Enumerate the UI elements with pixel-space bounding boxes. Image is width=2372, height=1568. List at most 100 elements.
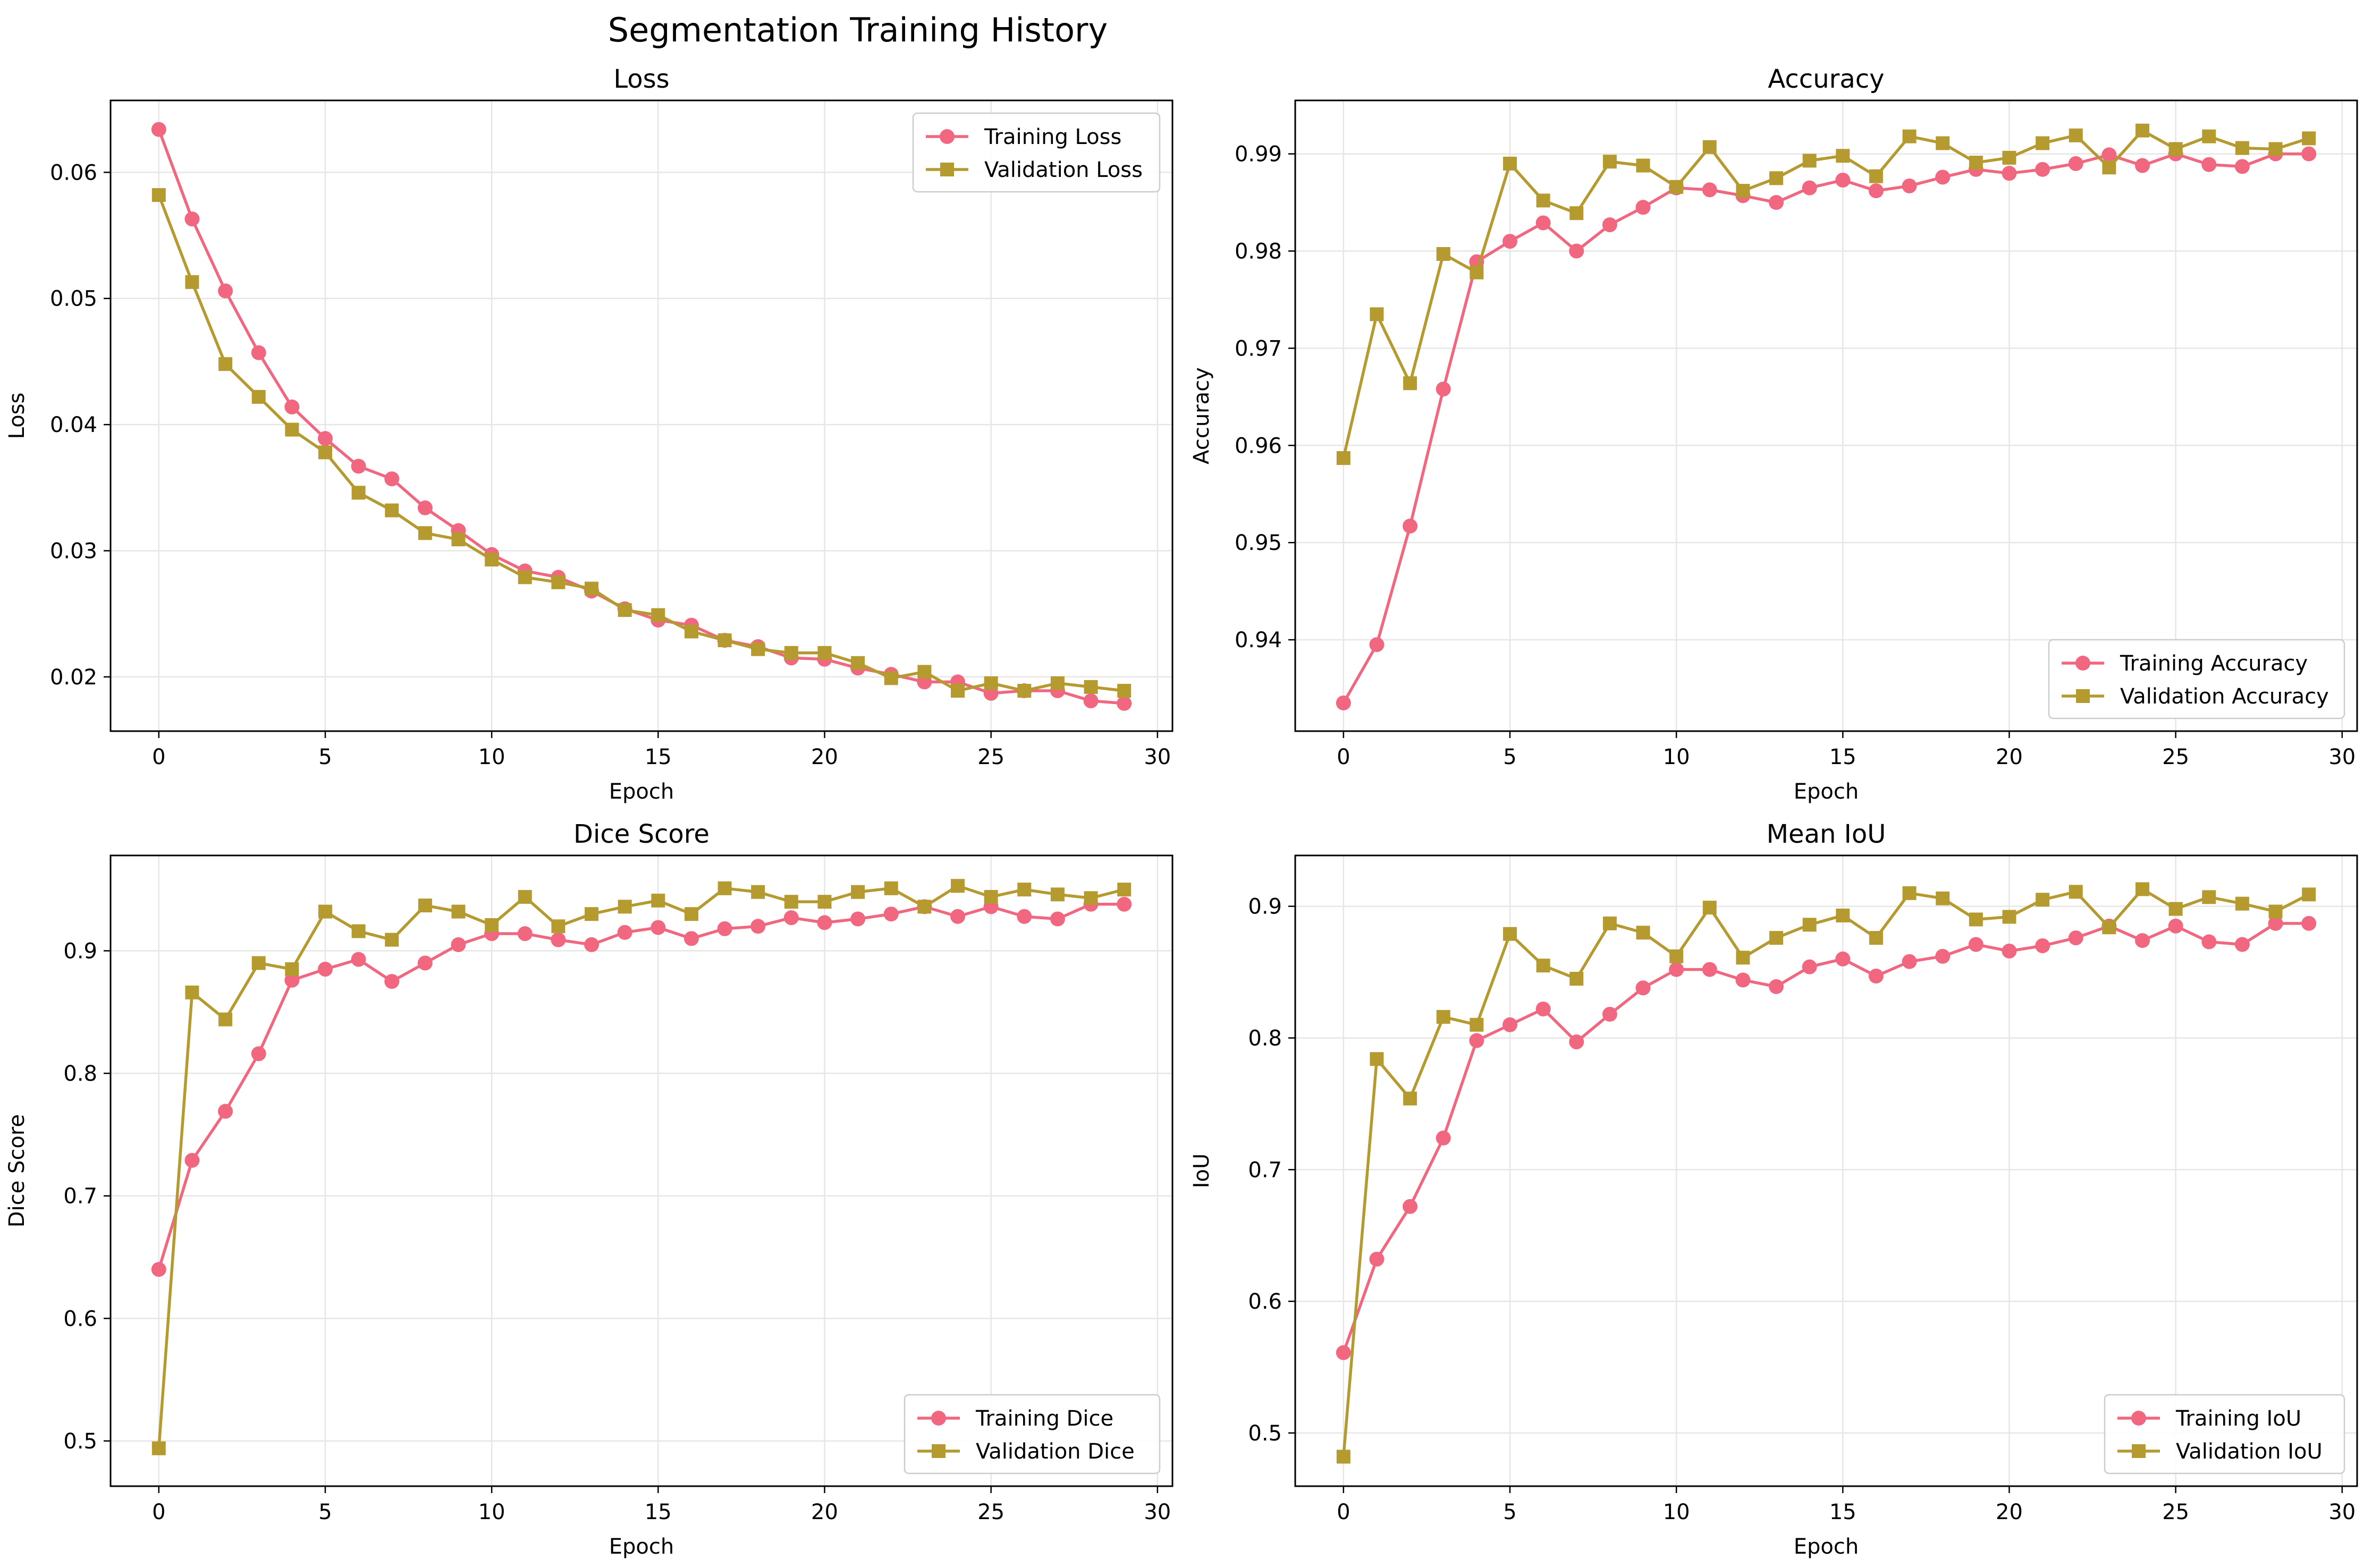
data-point (2068, 930, 2083, 946)
y-tick-label: 0.7 (63, 1184, 97, 1209)
data-point (385, 503, 399, 518)
legend-marker-1 (940, 163, 954, 176)
x-axis-label: Epoch (1794, 1535, 1859, 1559)
y-tick-label: 0.7 (1248, 1158, 1282, 1182)
data-point (185, 985, 199, 999)
data-point (1869, 169, 1883, 183)
data-point (1436, 382, 1451, 397)
data-point (2201, 934, 2217, 950)
data-point (1336, 451, 1350, 465)
data-point (1635, 980, 1651, 996)
data-point (2002, 166, 2017, 181)
axes-frame (109, 854, 1174, 1487)
legend-label-1: Validation Loss (984, 158, 1143, 182)
y-tick-label: 0.9 (63, 939, 97, 963)
data-point (1502, 234, 1517, 249)
data-point (518, 570, 532, 584)
data-point (1469, 1033, 1484, 1048)
data-point (351, 924, 366, 938)
data-point (2301, 146, 2317, 162)
data-point (1117, 883, 1132, 897)
x-tick-label: 25 (2162, 1500, 2189, 1524)
data-point (751, 642, 765, 656)
data-point (218, 357, 233, 371)
data-point (2168, 142, 2183, 156)
data-point (417, 500, 433, 515)
data-point (651, 608, 665, 622)
data-point (783, 910, 799, 926)
data-point (1702, 962, 1717, 977)
data-point (285, 962, 299, 977)
series-line-1 (157, 884, 1125, 1448)
data-point (817, 915, 832, 930)
data-point (1083, 693, 1099, 709)
data-point (717, 633, 732, 648)
data-point (2102, 160, 2116, 175)
data-point (285, 422, 299, 437)
y-tick-label: 0.9 (1248, 895, 1282, 919)
x-tick-label: 30 (1144, 1500, 1171, 1524)
data-point (251, 389, 266, 404)
data-point (883, 906, 899, 922)
x-tick-label: 20 (1996, 745, 2023, 769)
data-point (1769, 979, 1784, 994)
data-point (850, 911, 866, 927)
data-point (318, 904, 332, 919)
legend-label-1: Validation Dice (976, 1439, 1135, 1464)
subplot-1: 0 5 10 15 20 25 30 0.94 0.95 0.96 0.97 0.98 0.99 Accu… (1189, 64, 2358, 804)
data-point (2268, 142, 2283, 156)
data-point (2268, 904, 2283, 919)
data-point (651, 893, 665, 908)
data-point (1735, 972, 1751, 988)
data-point (2002, 910, 2016, 924)
data-point (1769, 171, 1784, 185)
x-tick-label: 30 (2328, 745, 2356, 769)
y-tick-label: 0.97 (1235, 336, 1282, 361)
x-tick-label: 20 (1996, 1500, 2023, 1524)
y-tick-label: 0.02 (50, 665, 97, 690)
legend-label-0: Training Accuracy (2120, 651, 2308, 676)
data-point (284, 972, 300, 988)
data-point (351, 486, 366, 500)
data-point (750, 919, 766, 934)
data-point (1702, 140, 1717, 154)
data-point (1802, 154, 1817, 168)
data-point (2101, 147, 2117, 163)
data-point (1502, 1017, 1517, 1032)
data-point (2036, 136, 2050, 150)
data-point (1436, 1010, 1450, 1024)
data-point (2002, 150, 2016, 165)
data-point (950, 909, 966, 924)
legend-marker-0 (2131, 1411, 2146, 1426)
data-point (318, 445, 332, 460)
series-line-1 (1342, 887, 2310, 1457)
data-point (1702, 901, 1717, 915)
data-point (1902, 178, 1917, 193)
data-point (2135, 123, 2150, 138)
data-point (418, 899, 432, 913)
data-point (1669, 962, 1684, 977)
data-point (1084, 891, 1098, 905)
y-tick-label: 0.04 (50, 413, 97, 437)
data-point (317, 431, 333, 446)
data-point (717, 921, 732, 936)
data-point (1502, 156, 1517, 171)
data-point (1736, 184, 1750, 198)
data-point (284, 399, 300, 414)
data-point (684, 624, 698, 639)
data-point (1836, 149, 1850, 163)
data-point (1835, 172, 1851, 188)
data-point (1370, 307, 1384, 321)
data-point (451, 904, 466, 919)
data-point (1935, 169, 1951, 185)
data-point (917, 665, 932, 679)
data-point (184, 1152, 200, 1168)
data-point (251, 1046, 266, 1062)
data-point (1084, 680, 1098, 694)
data-point (1902, 954, 1917, 969)
data-point (218, 1104, 233, 1119)
data-point (218, 1012, 233, 1027)
x-tick-label: 10 (478, 1500, 505, 1524)
data-point (2035, 938, 2050, 953)
